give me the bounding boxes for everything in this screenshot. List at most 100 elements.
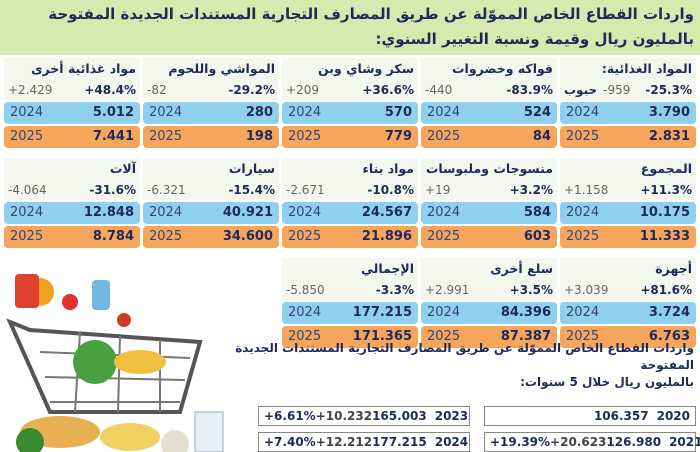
year: 2025	[566, 329, 600, 344]
value: 24.567	[361, 205, 412, 220]
value-2024: 280 2024	[143, 102, 279, 124]
value-2024: 3.724 2024	[560, 302, 696, 324]
value: 2.831	[648, 129, 690, 144]
value: 603	[523, 229, 551, 244]
value-2025: 198 2025	[143, 126, 279, 148]
year: 2021	[669, 435, 700, 449]
change-row: +81.6% +3.039	[560, 280, 696, 300]
value-2024: 3.790 2024	[560, 102, 696, 124]
value-2024: 5.012 2024	[4, 102, 140, 124]
percent: +19.39%	[490, 435, 551, 449]
year: 2025	[427, 129, 461, 144]
history-row: +19.39% +20.623 126.980 2021	[484, 432, 700, 452]
egg	[161, 430, 189, 452]
cell: فواكه وخضروات -83.9% -440 524 2024 84 2025	[421, 58, 557, 148]
change: -82	[147, 83, 167, 97]
change-row: -3.3% -5.850	[282, 280, 418, 300]
percent: +36.6%	[362, 83, 414, 97]
value-2025: 171.365 2025	[282, 326, 418, 348]
value: 171.365	[352, 329, 412, 344]
value-2025: 34.600 2025	[143, 226, 279, 248]
percent: +11.3%	[640, 183, 692, 197]
value: 5.012	[92, 105, 134, 120]
year: 2024	[288, 105, 322, 120]
change-row: -29.2% -82	[143, 80, 279, 100]
value: 198	[245, 129, 273, 144]
percent: -15.4%	[228, 183, 275, 197]
cart-grid	[39, 331, 191, 413]
value: 10.175	[639, 205, 690, 220]
fruit	[62, 294, 78, 310]
change: +2.991	[425, 283, 470, 297]
value-2025: 11.333 2025	[560, 226, 696, 248]
cell: الإجمالي -3.3% -5.850 177.215 2024 171.365 202…	[282, 258, 418, 348]
change: -4.064	[8, 183, 47, 197]
value: 21.896	[361, 229, 412, 244]
cell: سلع أخرى +3.5% +2.991 84.396 2024 87.387 2025	[421, 258, 557, 348]
value-2024: 524 2024	[421, 102, 557, 124]
year: 2025	[288, 229, 322, 244]
value: 3.724	[648, 305, 690, 320]
year: 2024	[288, 305, 322, 320]
value-2024: 12.848 2024	[4, 202, 140, 224]
item-name: الإجمالي	[282, 258, 418, 280]
year: 2020	[656, 409, 690, 423]
change-row: +48.4% +2.429	[4, 80, 140, 100]
value: 570	[384, 105, 412, 120]
title: واردات القطاع الخاص المموّلة عن طريق الم…	[48, 5, 694, 23]
value-2024: 10.175 2024	[560, 202, 696, 224]
value-2025: 87.387 2025	[421, 326, 557, 348]
percent: -25.3%	[645, 83, 692, 97]
value: 34.600	[222, 229, 273, 244]
value-2025: 603 2025	[421, 226, 557, 248]
item-name: مواد غذائية أخرى	[4, 58, 140, 80]
item-name: منسوجات وملبوسات	[421, 158, 557, 180]
section-label: المواد الغذائية:	[560, 58, 696, 80]
percent: +3.5%	[509, 283, 553, 297]
item-name: سلع أخرى	[421, 258, 557, 280]
change-row: -83.9% -440	[421, 80, 557, 100]
history-row: 106.357 2020	[484, 406, 696, 426]
year: 2025	[10, 129, 44, 144]
cell: سيارات -15.4% -6.321 40.921 2024 34.600 2025	[143, 158, 279, 248]
year: 2024	[427, 105, 461, 120]
percent: +3.2%	[509, 183, 553, 197]
bottle	[92, 280, 110, 310]
value-2025: 779 2025	[282, 126, 418, 148]
year: 2023	[434, 409, 469, 423]
history-subtitle: بالمليون ريال خلال 5 سنوات:	[520, 375, 694, 389]
history-row: +6.61% +10.232 165.003 2023	[258, 406, 470, 426]
year: 2024	[434, 435, 469, 449]
value-2025: 7.441 2025	[4, 126, 140, 148]
value-2024: 570 2024	[282, 102, 418, 124]
percent: -3.3%	[375, 283, 414, 297]
change: +2.429	[8, 83, 53, 97]
year: 2024	[427, 305, 461, 320]
value: 280	[245, 105, 273, 120]
value: 177.215	[352, 305, 412, 320]
change: +12.212	[315, 435, 373, 449]
change: +209	[286, 83, 319, 97]
item-name: المجموع	[560, 158, 696, 180]
cell: سكر وشاي وبن +36.6% +209 570 2024 779 2025	[282, 58, 418, 148]
change-row: +11.3% +1.158	[560, 180, 696, 200]
percent: +48.4%	[84, 83, 136, 97]
cell: مواد بناء -10.8% -2.671 24.567 2024 21.896 202…	[282, 158, 418, 248]
milk	[194, 411, 224, 452]
change: +10.232	[315, 409, 373, 423]
history: واردات القطاع الخاص المموّلة عن طريق الم…	[200, 338, 700, 452]
year: 2024	[427, 205, 461, 220]
change: +20.623	[550, 435, 607, 449]
percent: +7.40%	[264, 435, 316, 449]
change: +19	[425, 183, 451, 197]
year: 2024	[10, 205, 44, 220]
value: 524	[523, 105, 551, 120]
value: 106.357	[593, 409, 649, 423]
value: 84.396	[500, 305, 551, 320]
year: 2025	[288, 329, 322, 344]
value: 3.790	[648, 105, 690, 120]
year: 2024	[288, 205, 322, 220]
value: 87.387	[500, 329, 551, 344]
year: 2025	[149, 229, 183, 244]
bread	[114, 350, 166, 374]
